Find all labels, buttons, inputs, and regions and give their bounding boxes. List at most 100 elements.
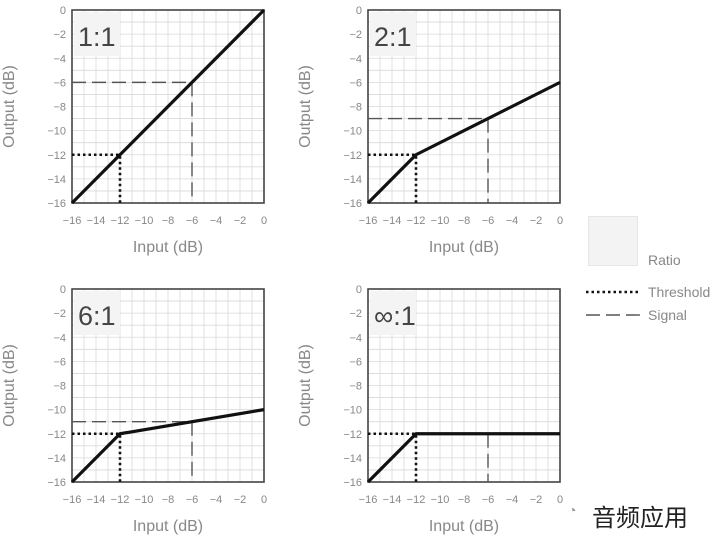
plot-frame xyxy=(367,9,561,204)
x-tick-label: −6 xyxy=(482,215,495,227)
y-tick-label: −2 xyxy=(53,308,66,320)
watermark-icon: ◔ xyxy=(568,502,577,518)
x-tick-label: −16 xyxy=(359,494,378,506)
y-axis-label: Output (dB) xyxy=(1,65,18,148)
x-tick-label: −14 xyxy=(87,494,106,506)
x-tick-label: −8 xyxy=(458,215,471,227)
y-tick-label: −14 xyxy=(47,453,66,465)
y-tick-label: −8 xyxy=(53,381,66,393)
y-tick-label: −2 xyxy=(349,29,362,41)
x-tick-label: −14 xyxy=(87,215,106,227)
x-tick-label: −8 xyxy=(162,494,175,506)
y-axis-label: Output (dB) xyxy=(297,344,314,427)
x-axis-label: Input (dB) xyxy=(429,518,499,535)
y-tick-label: 0 xyxy=(60,284,66,296)
chart-panel-1: 1:1−16 −14 −12 −10 −8 −6 −4 −2 00−2−4−6−8−10−12−… xyxy=(1,5,267,256)
x-tick-label: −12 xyxy=(407,494,426,506)
x-tick-label: −12 xyxy=(111,215,130,227)
x-tick-label: −12 xyxy=(407,215,426,227)
y-tick-label: −16 xyxy=(47,477,66,489)
y-tick-label: −16 xyxy=(343,198,362,210)
x-tick-label: −4 xyxy=(506,215,519,227)
y-tick-label: −10 xyxy=(343,405,362,417)
y-tick-label: −10 xyxy=(47,126,66,138)
x-tick-label: −4 xyxy=(506,494,519,506)
x-tick-label: −2 xyxy=(530,494,543,506)
y-tick-label: −6 xyxy=(53,77,66,89)
legend-threshold-label: Threshold xyxy=(648,284,711,300)
y-tick-label: −4 xyxy=(349,53,362,65)
plot-frame xyxy=(71,9,265,204)
y-tick-label: −6 xyxy=(349,356,362,368)
y-tick-label: −6 xyxy=(53,356,66,368)
y-tick-label: −4 xyxy=(53,332,66,344)
x-axis-label: Input (dB) xyxy=(133,518,203,535)
y-tick-label: −4 xyxy=(349,332,362,344)
plot-frame xyxy=(367,288,561,483)
y-tick-label: 0 xyxy=(60,5,66,17)
y-tick-label: −8 xyxy=(349,102,362,114)
y-tick-label: −12 xyxy=(343,150,362,162)
x-tick-label: 0 xyxy=(261,494,267,506)
ratio-label-box xyxy=(370,12,416,56)
legend-ratio-swatch xyxy=(588,216,638,266)
legend-line-samples xyxy=(586,290,640,316)
x-tick-label: −10 xyxy=(135,494,154,506)
x-tick-label: −10 xyxy=(431,215,450,227)
x-axis-label: Input (dB) xyxy=(133,239,203,256)
ratio-label-box xyxy=(370,291,416,335)
x-tick-label: −14 xyxy=(383,215,402,227)
x-tick-label: −12 xyxy=(111,494,130,506)
y-tick-label: −16 xyxy=(47,198,66,210)
x-tick-label: −2 xyxy=(530,215,543,227)
x-tick-label: −2 xyxy=(234,494,247,506)
x-tick-label: −8 xyxy=(458,494,471,506)
ratio-label: 6:1 xyxy=(78,301,116,331)
x-tick-label: 0 xyxy=(261,215,267,227)
x-tick-label: −4 xyxy=(210,215,223,227)
y-tick-label: −14 xyxy=(47,174,66,186)
x-tick-label: −6 xyxy=(186,215,199,227)
y-tick-label: −2 xyxy=(349,308,362,320)
x-tick-label: 0 xyxy=(557,494,563,506)
watermark-text: 音频应用 xyxy=(592,504,688,532)
series-ratio-line xyxy=(366,432,560,484)
y-tick-label: −10 xyxy=(47,405,66,417)
y-tick-label: −14 xyxy=(343,174,362,186)
x-tick-label: −8 xyxy=(162,215,175,227)
legend-ratio-label: Ratio xyxy=(648,252,681,268)
y-tick-label: −16 xyxy=(343,477,362,489)
y-axis-label: Output (dB) xyxy=(297,65,314,148)
y-tick-label: −2 xyxy=(53,29,66,41)
ratio-label: 1:1 xyxy=(78,22,116,52)
y-tick-label: 0 xyxy=(356,5,362,17)
series-ratio-line xyxy=(70,408,265,484)
x-axis-label: Input (dB) xyxy=(429,239,499,256)
chart-panel-4: ∞:1−16 −14 −12 −10 −8 −6 −4 −2 00−2−4−6−8−10−12−… xyxy=(297,284,563,535)
y-tick-label: −12 xyxy=(47,150,66,162)
x-tick-label: −6 xyxy=(482,494,495,506)
y-axis-label: Output (dB) xyxy=(1,344,18,427)
y-tick-label: 0 xyxy=(356,284,362,296)
y-tick-label: −8 xyxy=(53,102,66,114)
y-tick-label: −8 xyxy=(349,381,362,393)
y-tick-label: −12 xyxy=(343,429,362,441)
x-tick-label: −2 xyxy=(234,215,247,227)
x-tick-label: −6 xyxy=(186,494,199,506)
chart-panel-2: 2:1−16 −14 −12 −10 −8 −6 −4 −2 00−2−4−6−8−10−12−… xyxy=(297,5,563,256)
ratio-label: 2:1 xyxy=(374,22,412,52)
legend-signal-label: Signal xyxy=(648,307,687,323)
x-tick-label: −10 xyxy=(431,494,450,506)
series-ratio-line xyxy=(70,8,266,205)
chart-panel-3: 6:1−16 −14 −12 −10 −8 −6 −4 −2 00−2−4−6−8−10−12−… xyxy=(1,284,267,535)
y-tick-label: −10 xyxy=(343,126,362,138)
x-tick-label: −10 xyxy=(135,215,154,227)
x-tick-label: −4 xyxy=(210,494,223,506)
ratio-label-box xyxy=(74,291,120,335)
y-tick-label: −4 xyxy=(53,53,66,65)
x-tick-label: −14 xyxy=(383,494,402,506)
y-tick-label: −14 xyxy=(343,453,362,465)
ratio-label: ∞:1 xyxy=(374,301,416,331)
x-tick-label: 0 xyxy=(557,215,563,227)
